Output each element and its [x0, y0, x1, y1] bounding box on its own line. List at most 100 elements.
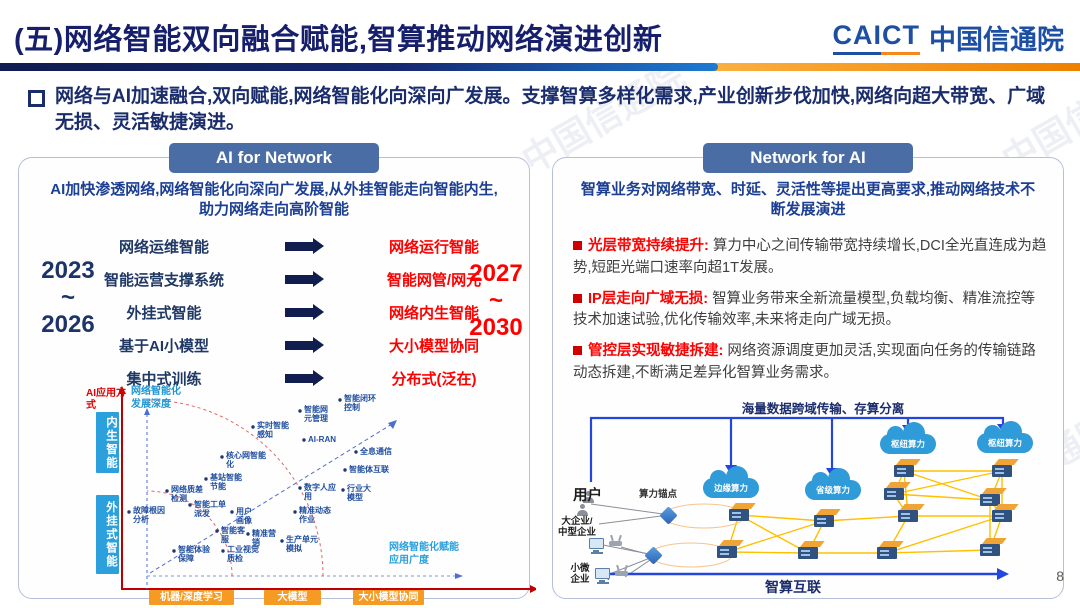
right-arrow-icon: [269, 238, 329, 254]
router-icon: [992, 510, 1012, 522]
transition-from: 基于AI小模型: [118, 338, 209, 355]
bullet-heading: 管控层实现敏捷拆建:: [588, 343, 724, 359]
scatter-point-label: 智能客服: [221, 526, 245, 545]
red-square-icon: [573, 346, 582, 355]
bullet-heading: 光层带宽持续提升:: [588, 238, 709, 254]
transition-to: 网络运行智能: [388, 239, 479, 256]
right-arrow-icon: [269, 337, 329, 353]
scatter-point-label: 全息通信: [360, 447, 392, 456]
transition-row: 集中式训练 分布式(泛在): [19, 362, 529, 395]
scatter-point-label: 用户画像: [236, 507, 252, 526]
scatter-point-label: 精准营销: [252, 529, 276, 548]
logo-underline: [832, 52, 920, 55]
transition-to: 智能网管/网元: [386, 272, 482, 289]
bullet-item: IP层走向广域无损: 智算业务带来全新流量模型,负载均衡、精准流控等技术加速试验…: [573, 289, 1047, 333]
bullet-text: 网络资源调度更加灵活,实现面向任务的传输链路动态拆建,不断满足差异化智算业务需求…: [573, 343, 1036, 381]
diagram-top-label: 海量数据跨域传输、存算分离: [741, 402, 905, 416]
transition-row: 网络运维智能 网络运行智能: [19, 230, 529, 263]
intro-paragraph: 网络与AI加速融合,双向赋能,网络智能化向深向广发展。支撑智算多样化需求,产业创…: [28, 84, 1054, 136]
scatter-point-label: AI-RAN: [308, 435, 336, 444]
intro-text: 网络与AI加速融合,双向赋能,网络智能化向深向广发展。支撑智算多样化需求,产业创…: [55, 86, 1046, 133]
scatter-point-label: 精准动态作业: [299, 506, 331, 525]
native-intelligence-box: 内生智能: [96, 412, 119, 473]
scatter-point-label: 实时智能感知: [257, 421, 289, 440]
caict-logo: CAICT 中国信通院: [832, 18, 1064, 57]
router-icon: [877, 547, 897, 559]
ai-for-network-subtitle: AI加快渗透网络,网络智能化向深向广发展,从外挂智能走向智能内生,助力网络走向高…: [50, 181, 498, 219]
compute-interconnect-label: 智算互联: [765, 579, 821, 595]
compute-network-diagram: 海量数据跨域传输、存算分离 边缘算力 省级算力 枢纽算力 枢纽算力: [553, 398, 1063, 603]
scatter-point-label: 智能体验保障: [178, 545, 210, 564]
router-icon: [798, 547, 818, 559]
x-axis-stage-box: 大模型: [264, 590, 321, 605]
scatter-point-label: 工业视觉质检: [227, 545, 259, 564]
pc-icon: [595, 568, 610, 582]
scatter-corner-label: AI应用方式: [86, 388, 126, 411]
transition-to: 大小模型协同: [388, 338, 479, 355]
transition-row: 基于AI小模型 大小模型协同: [19, 329, 529, 362]
transition-from: 集中式训练: [126, 371, 202, 388]
transition-from: 网络运维智能: [118, 239, 209, 256]
right-arrow-icon: [269, 271, 329, 287]
title-divider: [0, 63, 1080, 71]
wifi-router-icon: [615, 571, 628, 576]
red-square-icon: [573, 293, 582, 303]
provincial-compute-cloud-icon: 省级算力: [805, 468, 861, 500]
scatter-point-label: 网络质差检测: [171, 485, 203, 504]
transition-to: 网络内生智能: [388, 305, 479, 322]
user-person-icon: [583, 491, 594, 503]
red-square-icon: [573, 241, 582, 250]
router-icon: [980, 494, 1000, 506]
caict-logo-cn: 中国信通院: [929, 25, 1064, 55]
router-icon: [992, 465, 1012, 477]
scatter-point-label: 智能闭环控制: [344, 394, 376, 413]
router-icon: [898, 510, 918, 522]
transition-from: 外挂式智能: [126, 305, 202, 322]
ai-for-network-header: AI for Network: [169, 143, 379, 173]
router-icon: [814, 515, 834, 527]
transition-row: 智能运营支撑系统 智能网管/网元: [19, 263, 529, 296]
router-icon: [980, 544, 1000, 556]
pc-icon: [589, 538, 604, 552]
user-person-icon: [577, 504, 588, 516]
period-2023-2026: 2023 ~ 2026: [41, 257, 95, 338]
router-icon: [717, 546, 737, 558]
scatter-point-label: 基站智能节能: [210, 473, 242, 492]
scatter-point-label: 智能工单派发: [194, 500, 226, 519]
hub-compute-cloud-icon: 枢纽算力: [880, 422, 936, 454]
period-2027-2030: 2027 ~ 2030: [469, 260, 523, 341]
transition-from: 智能运营支撑系统: [103, 272, 224, 289]
scatter-point-label: 生产单元模拟: [286, 535, 318, 554]
network-for-ai-header: Network for AI: [703, 143, 913, 173]
y-axis-label: 网络智能化 发展深度: [131, 386, 181, 410]
right-arrow-icon: [269, 370, 329, 386]
bullet-item: 管控层实现敏捷拆建: 网络资源调度更加灵活,实现面向任务的传输链路动态拆建,不断…: [573, 341, 1047, 385]
scatter-point-label: 核心网智能化: [226, 451, 266, 470]
users-label: 用户: [573, 488, 602, 504]
transition-row: 外挂式智能 网络内生智能: [19, 296, 529, 329]
page-number: 8: [1056, 568, 1064, 584]
router-icon: [884, 488, 904, 500]
network-for-ai-panel: Network for AI 智算业务对网络带宽、时延、灵活性等提出更高要求,推…: [552, 143, 1064, 599]
router-icon: [894, 465, 914, 477]
caict-logo-text: CAICT: [832, 20, 920, 55]
enterprise-label: 大企业/ 中型企业: [557, 516, 596, 539]
scatter-point-label: 行业大模型: [347, 484, 371, 503]
bullet-text: 智算业务带来全新流量模型,负载均衡、精准流控等技术加速试验,优化传输效率,未来将…: [573, 290, 1036, 329]
router-icon: [729, 509, 749, 521]
bullet-item: 光层带宽持续提升: 算力中心之间传输带宽持续增长,DCI全光直连成为趋势,短距光…: [573, 236, 1047, 280]
transition-to: 分布式(泛在): [391, 371, 477, 388]
divider-blue-segment: [0, 63, 718, 71]
edge-compute-cloud-icon: 边缘算力: [703, 466, 759, 498]
scatter-point-label: 智能网元管理: [304, 405, 328, 424]
scatter-axes: [118, 386, 536, 593]
bullet-heading: IP层走向广域无损:: [588, 290, 709, 307]
network-for-ai-subtitle: 智算业务对网络带宽、时延、灵活性等提出更高要求,推动网络技术不断发展演进: [580, 181, 1036, 219]
right-arrow-icon: [269, 304, 329, 320]
scatter-point-label: 故障根因分析: [133, 506, 165, 525]
sme-label: 小微 企业: [570, 563, 590, 586]
square-bullet-icon: [28, 90, 45, 107]
scatter-point-label: 智能体互联: [349, 465, 389, 474]
compute-anchor-label: 算力锚点: [639, 489, 678, 500]
